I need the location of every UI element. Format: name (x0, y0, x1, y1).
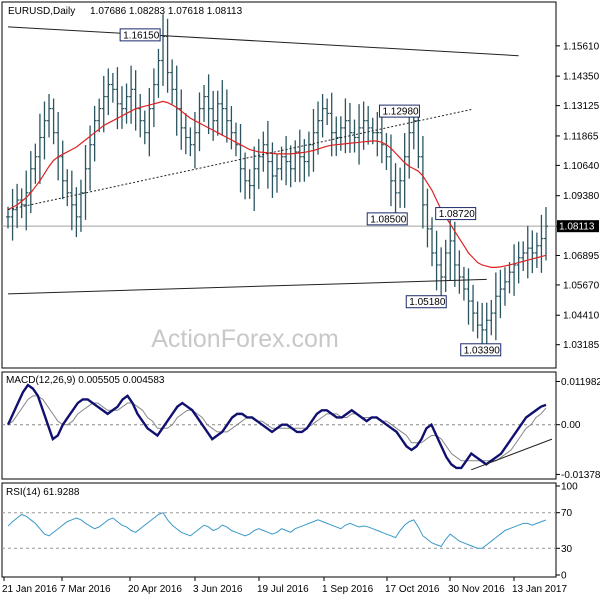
annotation-label: 1.12980 (382, 107, 419, 118)
x-tick-label: 17 Oct 2016 (385, 584, 440, 595)
rsi-tick-label: 100 (561, 482, 578, 493)
macd-title: MACD(12,26,9) 0.005505 0.004583 (6, 375, 165, 386)
macd-tick-label: 0.011982 (561, 377, 600, 388)
price-tick-label: 1.11865 (563, 131, 599, 142)
x-tick-label: 19 Jul 2016 (257, 584, 309, 595)
chart-ohlc: 1.07686 1.08283 1.07618 1.08113 (90, 6, 243, 17)
x-axis: 21 Jan 2016 7 Mar 2016 20 Apr 2016 3 Jun 20… (2, 577, 567, 595)
annotation-box (119, 28, 161, 42)
rsi-line (7, 512, 547, 549)
macd-tick-label: -0.013788 (561, 470, 600, 481)
x-tick-label: 20 Apr 2016 (128, 584, 182, 595)
trendline-upper-resistance (7, 26, 519, 57)
moving-average (7, 100, 547, 268)
annotation-label: 1.16150 (123, 30, 160, 41)
x-tick-label: 30 Nov 2016 (448, 584, 505, 595)
price-trendlines (7, 26, 519, 295)
macd-lines: 0.011982 0.00 -0.013788 (2, 377, 600, 481)
current-price-box (557, 220, 599, 233)
price-tick-label: 1.09380 (563, 191, 600, 202)
price-candles (6, 14, 548, 356)
rsi-lines: 100 70 30 0 (2, 482, 578, 582)
annotation-box (460, 343, 502, 357)
price-tick-label: 1.05670 (563, 280, 600, 291)
x-tick-label: 21 Jan 2016 (2, 584, 57, 595)
moving-average-line (7, 100, 547, 268)
rsi-panel (1, 482, 557, 578)
rsi-tick-label: 0 (561, 571, 567, 582)
rsi-tick-label: 30 (561, 544, 573, 555)
trendline-lower-support (7, 278, 487, 295)
price-annotations: 1.16150 1.12980 1.08500 1.08720 1.05180 1.033… (119, 28, 502, 357)
price-panel (1, 1, 557, 369)
rsi-title: RSI(14) 61.9288 (6, 487, 80, 498)
rsi-tick-label: 70 (561, 508, 573, 519)
annotation-label: 1.08720 (439, 209, 476, 220)
price-tick-label: 1.06895 (563, 251, 600, 262)
trendline-dotted-support (7, 108, 474, 211)
macd-tick-label: 0.00 (561, 420, 581, 431)
macd-panel (1, 371, 557, 480)
price-axis: 1.15610 1.14350 1.13125 1.11865 1.10640 1.093… (2, 41, 600, 351)
current-price-label: 1.08113 (559, 222, 595, 233)
x-tick-label: 13 Jan 2017 (512, 584, 567, 595)
annotation-label: 1.08500 (370, 214, 407, 225)
price-tick-label: 1.14350 (563, 72, 600, 83)
macd-trendline (471, 438, 553, 471)
price-tick-label: 1.03185 (563, 340, 600, 351)
annotation-box (405, 295, 447, 309)
x-tick-label: 3 Jun 2016 (193, 584, 243, 595)
annotation-box (366, 212, 408, 226)
price-tick-label: 1.13125 (563, 101, 600, 112)
annotation-box (378, 104, 420, 118)
x-tick-label: 7 Mar 2016 (60, 584, 111, 595)
annotation-label: 1.03390 (464, 345, 501, 356)
price-tick-label: 1.04410 (563, 311, 600, 322)
price-tick-label: 1.10640 (563, 161, 600, 172)
annotation-label: 1.05180 (409, 297, 446, 308)
macd-main-line (6, 383, 547, 470)
x-tick-label: 1 Sep 2016 (322, 584, 374, 595)
price-tick-label: 1.15610 (563, 41, 600, 52)
chart-symbol: EURUSD,Daily (8, 6, 75, 17)
annotation-box (435, 207, 477, 221)
watermark: ActionForex.com (151, 325, 339, 353)
